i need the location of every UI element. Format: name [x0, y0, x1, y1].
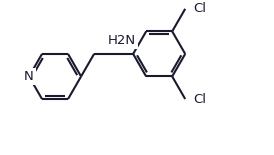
Text: Cl: Cl — [193, 2, 206, 15]
Text: H2N: H2N — [108, 34, 136, 47]
Text: Cl: Cl — [193, 93, 206, 106]
Text: N: N — [24, 70, 34, 83]
